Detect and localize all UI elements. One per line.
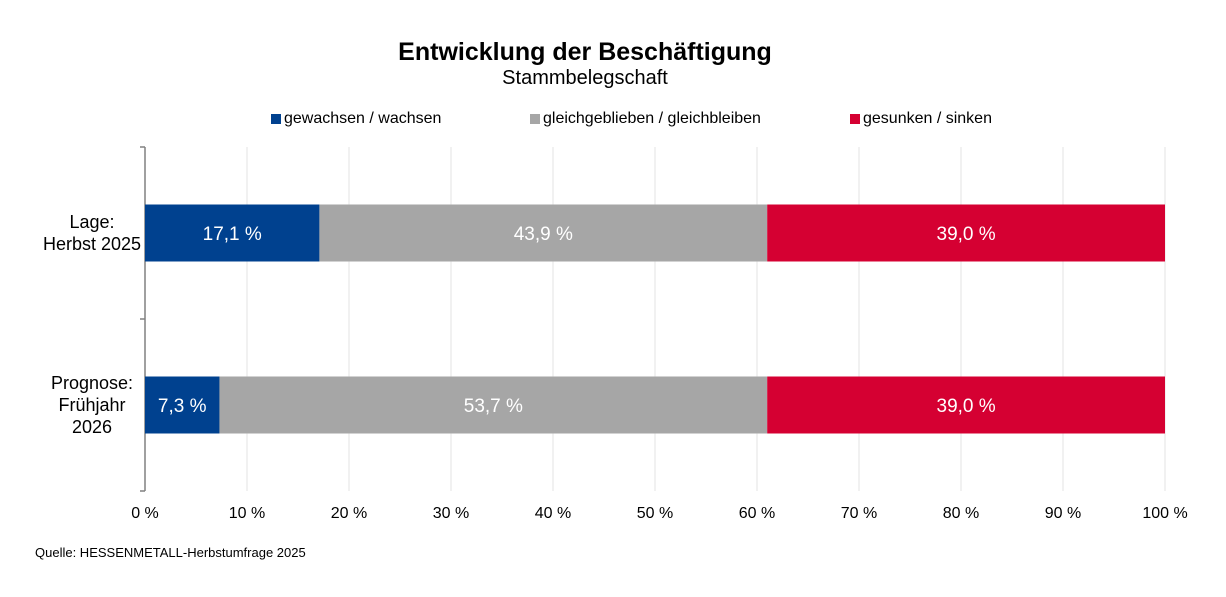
x-tick-label: 70 % bbox=[841, 505, 877, 522]
x-tick-label: 20 % bbox=[331, 505, 367, 522]
data-label: 39,0 % bbox=[937, 396, 996, 417]
x-tick-label: 80 % bbox=[943, 505, 979, 522]
x-tick-label: 0 % bbox=[131, 505, 159, 522]
legend-item-gleichbleiben: gleichgeblieben / gleichbleiben bbox=[530, 110, 761, 128]
data-label: 39,0 % bbox=[937, 224, 996, 245]
legend-label: gesunken / sinken bbox=[863, 110, 992, 127]
data-label: 43,9 % bbox=[514, 224, 573, 245]
x-tick-label: 40 % bbox=[535, 505, 571, 522]
legend-item-sinken: gesunken / sinken bbox=[850, 110, 992, 128]
bar-segment bbox=[767, 376, 1165, 434]
category-label: Prognose: Frühjahr 2026 bbox=[51, 373, 133, 437]
legend-swatch bbox=[530, 114, 540, 124]
bar-segment bbox=[319, 204, 768, 262]
x-tick-label: 10 % bbox=[229, 505, 265, 522]
source-note: Quelle: HESSENMETALL-Herbstumfrage 2025 bbox=[35, 545, 306, 560]
legend-label: gewachsen / wachsen bbox=[284, 110, 442, 127]
bar-segment bbox=[219, 376, 768, 434]
category-label: Lage: Herbst 2025 bbox=[43, 212, 141, 254]
data-label: 53,7 % bbox=[464, 396, 523, 417]
data-label: 7,3 % bbox=[158, 396, 207, 417]
bar-segment bbox=[145, 204, 320, 262]
x-tick-label: 90 % bbox=[1045, 505, 1081, 522]
bar-segment bbox=[767, 204, 1165, 262]
x-tick-label: 50 % bbox=[637, 505, 673, 522]
chart-title: Entwicklung der Beschäftigung bbox=[398, 38, 772, 66]
legend-swatch bbox=[850, 114, 860, 124]
data-label: 17,1 % bbox=[203, 224, 262, 245]
legend-item-wachsen: gewachsen / wachsen bbox=[271, 110, 441, 128]
bar-segment bbox=[145, 376, 220, 434]
legend-label: gleichgeblieben / gleichbleiben bbox=[543, 110, 761, 127]
chart-subtitle: Stammbelegschaft bbox=[502, 67, 668, 89]
x-tick-label: 100 % bbox=[1142, 505, 1187, 522]
x-tick-label: 60 % bbox=[739, 505, 775, 522]
x-tick-label: 30 % bbox=[433, 505, 469, 522]
legend-swatch bbox=[271, 114, 281, 124]
